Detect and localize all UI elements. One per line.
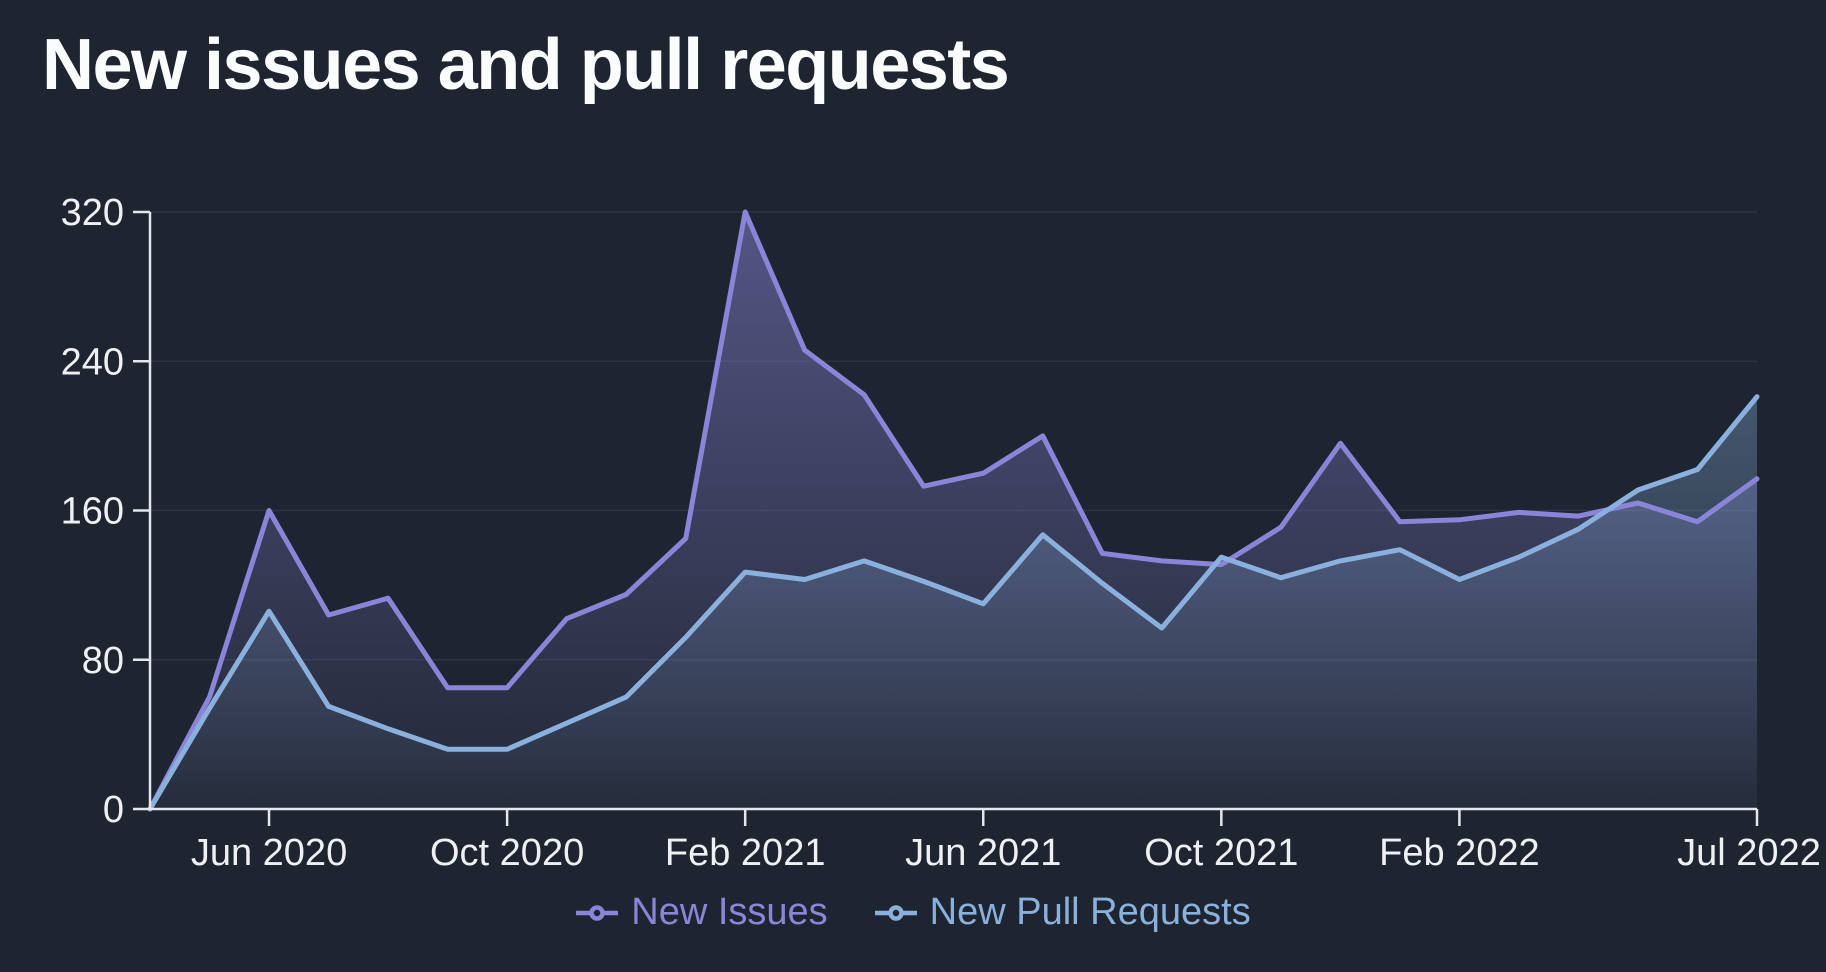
y-axis-label-160: 160 [61,491,124,533]
legend-item-new-issues[interactable]: New Issues [575,891,828,934]
legend-label: New Issues [631,891,828,933]
x-axis-label-0: Jun 2020 [191,832,347,874]
line-marker-icon [874,904,917,921]
area-new-pull-requests [150,396,1757,809]
x-axis-label-6: Jul 2022 [1677,832,1821,874]
legend-item-new-pull-requests[interactable]: New Pull Requests [874,891,1251,934]
page-title: New issues and pull requests [42,25,1010,105]
y-axis-label-80: 80 [82,640,124,682]
x-axis-label-3: Jun 2021 [905,832,1061,874]
x-axis-label-2: Feb 2021 [665,832,826,874]
x-axis-label-1: Oct 2020 [430,832,584,874]
x-axis-label-4: Oct 2021 [1144,832,1298,874]
legend-label: New Pull Requests [929,891,1251,933]
line-new-pull-requests[interactable] [147,394,1760,812]
chart-legend: New Issues New Pull Requests [0,891,1826,934]
y-axis-label-0: 0 [103,789,124,831]
y-axis-label-320: 320 [61,192,124,234]
line-marker-icon [576,904,619,921]
y-axis-label-240: 240 [61,341,124,383]
x-axis-label-5: Feb 2022 [1379,832,1540,874]
line-new-issues[interactable] [147,209,1760,812]
